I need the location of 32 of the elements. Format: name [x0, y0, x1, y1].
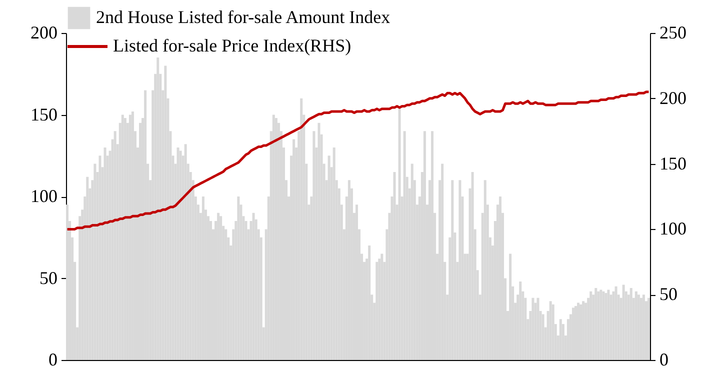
y-tick-label: 100: [30, 186, 58, 206]
y2-tick-label: 150: [660, 153, 686, 174]
bar: [471, 172, 474, 360]
bar: [376, 262, 378, 360]
y2-tick-label: 50: [660, 284, 678, 304]
legend-label: 2nd House Listed for-sale Amount Index: [96, 7, 390, 27]
bar: [423, 131, 426, 360]
bar: [431, 131, 434, 360]
y-tick-label: 50: [40, 268, 58, 288]
bar: [398, 106, 401, 360]
bar: [509, 254, 512, 360]
y2-tick-label: 200: [660, 88, 686, 108]
y-tick-label: 0: [48, 350, 58, 370]
line-series: [66, 90, 650, 230]
bar: [368, 246, 371, 360]
legend-label: Listed for-sale Price Index(RHS): [113, 36, 352, 56]
bar: [542, 314, 544, 360]
bar: [647, 298, 650, 360]
y2-tick-label: 100: [660, 218, 686, 239]
bar: [458, 180, 462, 360]
y-tick-label: 200: [30, 22, 58, 42]
bar: [403, 131, 406, 360]
bar: [441, 164, 444, 360]
bar: [552, 304, 554, 360]
y2-tick-label: 250: [660, 22, 686, 42]
bar: [451, 180, 454, 360]
bar: [144, 90, 147, 360]
bar: [559, 319, 562, 360]
bar: [312, 131, 316, 360]
y-tick-label: 150: [30, 104, 58, 124]
y2-tick-label: 0: [660, 350, 668, 370]
bar: [66, 204, 69, 360]
